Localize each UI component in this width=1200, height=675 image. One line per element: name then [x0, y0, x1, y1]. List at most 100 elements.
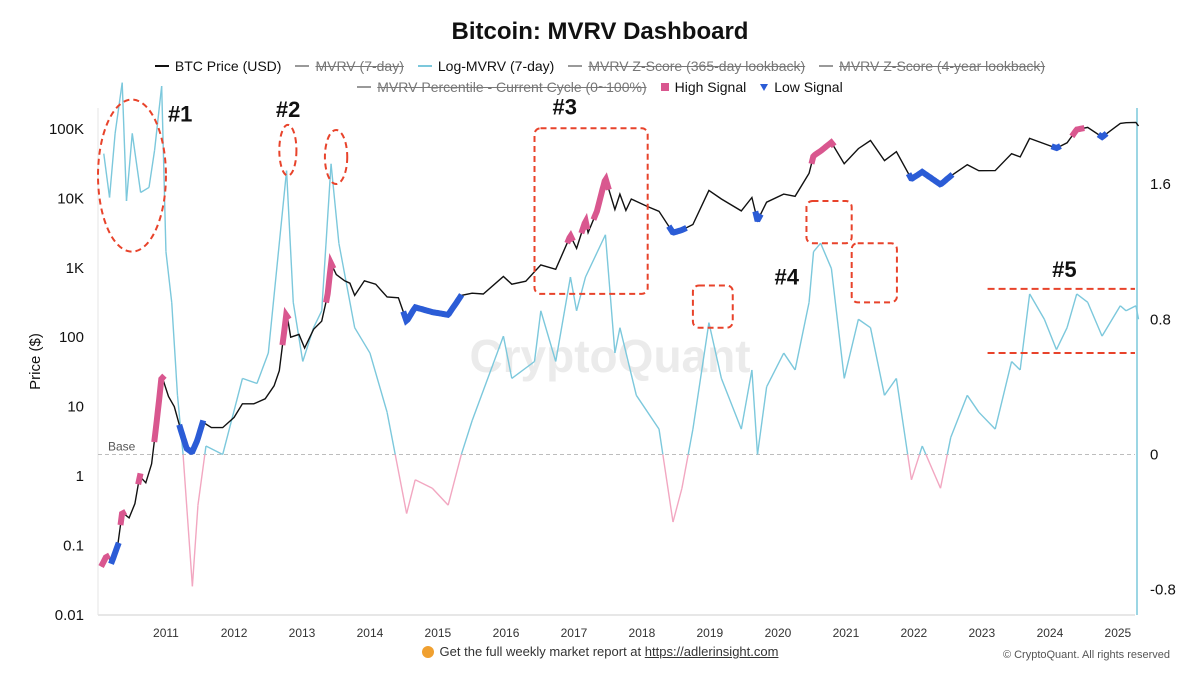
legend-label: High Signal — [674, 79, 747, 95]
low-signal-marker — [108, 541, 122, 565]
log-mvrv-segment — [285, 170, 294, 303]
log-mvrv-segment — [687, 428, 694, 455]
x-tick-label: 2022 — [901, 626, 928, 640]
log-mvrv-segment — [121, 82, 128, 201]
legend-square-swatch — [660, 83, 669, 91]
legend-item[interactable]: High Signal — [660, 79, 747, 95]
legend-label: MVRV Z-Score (365-day lookback) — [588, 58, 806, 74]
legend-label: BTC Price (USD) — [174, 58, 282, 74]
log-mvrv-segment — [312, 310, 323, 329]
log-mvrv-segment — [1043, 318, 1058, 350]
y-tick-label: 0.01 — [55, 607, 84, 624]
log-mvrv-segment — [751, 369, 759, 455]
log-mvrv-segment — [662, 454, 674, 523]
log-mvrv-segment — [114, 82, 123, 134]
log-mvrv-segment — [584, 234, 607, 278]
log-mvrv-segment — [131, 133, 142, 193]
high-signal-marker — [323, 252, 337, 304]
low-signal-marker — [905, 168, 955, 188]
x-tick-label: 2024 — [1037, 626, 1064, 640]
log-mvrv-segment — [460, 420, 473, 455]
log-mvrv-segment — [394, 454, 408, 514]
log-mvrv-segment — [1101, 305, 1121, 337]
log-mvrv-segment — [471, 335, 505, 421]
log-mvrv-segment — [191, 505, 199, 587]
log-mvrv-segment — [160, 86, 167, 252]
footer-note: Get the full weekly market report at htt… — [0, 644, 1200, 659]
low-signal-marker — [666, 224, 688, 236]
log-mvrv-segment — [708, 322, 723, 379]
log-mvrv-segment — [783, 352, 796, 371]
legend-label: MVRV Z-Score (4-year lookback) — [839, 58, 1046, 74]
log-mvrv-segment — [511, 360, 535, 379]
legend-row-1: BTC Price (USD) MVRV (7-day) Log-MVRV (7-d… — [0, 58, 1200, 74]
log-mvrv-segment — [533, 310, 542, 362]
log-mvrv-segment — [1055, 327, 1068, 350]
log-mvrv-segment — [819, 242, 833, 269]
log-mvrv-segment — [1125, 305, 1137, 312]
low-signal-marker — [752, 210, 764, 223]
legend-item[interactable]: MVRV Z-Score (4-year lookback) — [819, 58, 1045, 74]
log-mvrv-segment — [1066, 293, 1078, 328]
annotation-label: #2 — [276, 97, 300, 122]
log-mvrv-segment — [720, 378, 742, 430]
legend-item[interactable]: Low Signal — [760, 79, 843, 95]
footer-link[interactable]: https://adlerinsight.com — [644, 644, 779, 659]
annotation-box — [850, 242, 898, 304]
log-mvrv-segment — [321, 163, 332, 311]
log-mvrv-segment — [140, 186, 150, 194]
log-mvrv-segment — [182, 454, 194, 587]
footer-text: Get the full weekly market report at — [439, 644, 642, 659]
x-tick-label: 2021 — [833, 626, 860, 640]
x-tick-label: 2017 — [561, 626, 588, 640]
legend-label: Log-MVRV (7-day) — [437, 58, 555, 74]
x-tick-label: 2013 — [289, 626, 316, 640]
legend-item[interactable]: MVRV Z-Score (365-day lookback) — [568, 58, 805, 74]
log-mvrv-segment — [910, 454, 921, 481]
log-mvrv-segment — [830, 268, 845, 379]
legend-item[interactable]: Log-MVRV (7-day) — [417, 58, 555, 74]
legend-line-swatch — [819, 65, 834, 67]
annotation-box — [805, 199, 853, 245]
high-signal-marker — [151, 373, 167, 443]
y-axis-label: Price ($) — [27, 333, 44, 390]
log-mvrv-segment — [635, 394, 660, 430]
legend-line-swatch — [357, 86, 372, 88]
log-mvrv-segment — [794, 302, 810, 371]
high-signal-marker — [135, 472, 144, 485]
legend-label: MVRV Percentile - Current Cycle (0~100%) — [377, 79, 647, 95]
annotation-box — [691, 284, 734, 329]
log-mvrv-segment — [447, 454, 463, 506]
legend-row-2: MVRV Percentile - Current Cycle (0~100%)… — [0, 79, 1200, 95]
high-signal-marker — [1069, 125, 1085, 139]
log-mvrv-segment — [148, 150, 156, 188]
log-mvrv-segment — [619, 327, 638, 396]
legend-item[interactable]: BTC Price (USD) — [154, 58, 282, 74]
legend-item[interactable]: MVRV (7-day) — [295, 58, 404, 74]
low-signal-marker — [400, 293, 465, 326]
log-mvrv-segment — [1135, 305, 1140, 320]
x-tick-label: 2018 — [629, 626, 656, 640]
low-signal-marker — [176, 419, 207, 456]
y2-tick-label: 0 — [1150, 446, 1158, 463]
legend-triangle-swatch — [760, 83, 769, 91]
log-mvrv-segment — [614, 327, 621, 354]
low-signal-marker — [1050, 143, 1062, 152]
log-mvrv-segment — [672, 488, 683, 523]
high-signal-marker — [578, 212, 591, 235]
log-mvrv-segment — [502, 336, 513, 379]
log-mvrv-segment — [740, 369, 753, 430]
legend-item[interactable]: MVRV Percentile - Current Cycle (0~100%) — [357, 79, 647, 95]
log-mvrv-segment — [812, 242, 822, 253]
log-mvrv-segment — [692, 322, 710, 430]
legend-label: MVRV (7-day) — [315, 58, 404, 74]
log-mvrv-segment — [103, 153, 111, 198]
log-mvrv-segment — [1019, 293, 1031, 371]
log-mvrv-segment — [869, 327, 886, 396]
x-tick-label: 2014 — [357, 626, 384, 640]
log-mvrv-series — [103, 82, 1140, 587]
legend-line-swatch — [417, 65, 432, 67]
annotation-label: #5 — [1052, 257, 1076, 282]
log-mvrv-segment — [978, 411, 996, 430]
y-tick-label: 1K — [66, 260, 84, 277]
